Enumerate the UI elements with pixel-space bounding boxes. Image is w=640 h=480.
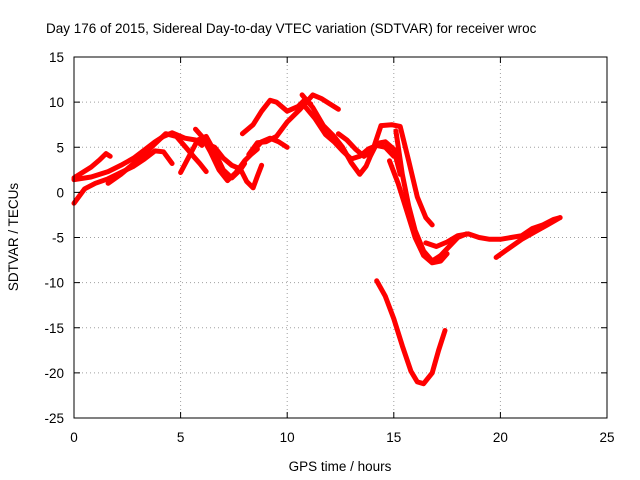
x-tick-label: 20 xyxy=(493,430,508,445)
series-line-track-10 xyxy=(250,135,290,154)
series-line-track-13 xyxy=(335,122,435,228)
y-tick-label: 10 xyxy=(49,95,64,110)
series-line-track-16 xyxy=(423,215,563,249)
y-tick-label: -10 xyxy=(44,276,64,291)
y-tick-label: -5 xyxy=(52,231,64,246)
axis-ticks: 0 5 10 15 20 25 15 10 5 0 -5 -10 -15 -20 -25 xyxy=(44,50,614,445)
y-axis-label: SDTVAR / TECUs xyxy=(6,183,21,292)
series-line-track-1 xyxy=(71,151,113,181)
series-line-track-18 xyxy=(374,278,448,387)
series-line-track-17 xyxy=(493,215,563,260)
series-line-track-7 xyxy=(199,139,265,191)
x-tick-label: 0 xyxy=(70,430,78,445)
y-tick-label: -15 xyxy=(44,321,64,336)
y-tick-label: -25 xyxy=(44,411,64,426)
x-tick-label: 15 xyxy=(386,430,401,445)
x-axis-label: GPS time / hours xyxy=(289,459,392,474)
y-tick-label: 0 xyxy=(56,185,64,200)
chart-title: Day 176 of 2015, Sidereal Day-to-day VTE… xyxy=(46,21,537,36)
series-line-track-12 xyxy=(301,103,397,162)
x-tick-label: 25 xyxy=(599,430,614,445)
data-series xyxy=(71,92,563,387)
x-tick-label: 5 xyxy=(177,430,185,445)
series-line-track-4 xyxy=(105,131,209,186)
y-tick-label: 15 xyxy=(49,50,64,65)
y-tick-label: -20 xyxy=(44,366,64,381)
series-line-track-15 xyxy=(393,128,469,264)
series-line-track-9 xyxy=(239,97,314,137)
series-line-track-11 xyxy=(299,92,403,177)
x-tick-label: 10 xyxy=(280,430,295,445)
y-tick-label: 5 xyxy=(56,140,64,155)
